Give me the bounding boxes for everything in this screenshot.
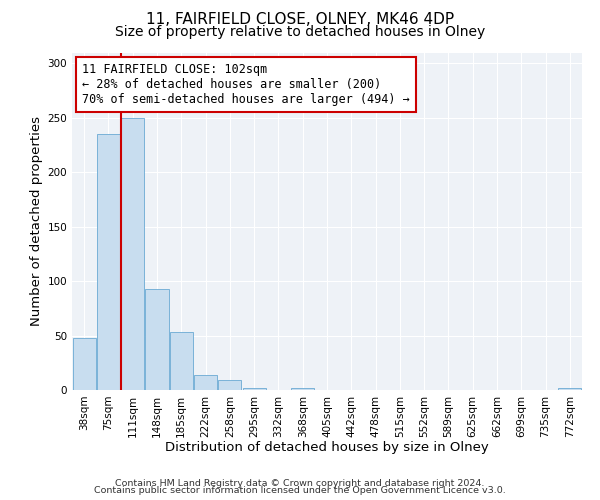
Bar [73, 338, 95, 390]
Bar [170, 332, 193, 390]
Text: 11 FAIRFIELD CLOSE: 102sqm
← 28% of detached houses are smaller (200)
70% of sem: 11 FAIRFIELD CLOSE: 102sqm ← 28% of deta… [82, 62, 410, 106]
Text: Contains HM Land Registry data © Crown copyright and database right 2024.: Contains HM Land Registry data © Crown c… [115, 478, 485, 488]
Y-axis label: Number of detached properties: Number of detached properties [30, 116, 43, 326]
X-axis label: Distribution of detached houses by size in Olney: Distribution of detached houses by size … [165, 441, 489, 454]
Bar [145, 289, 169, 390]
Bar [218, 380, 241, 390]
Text: Size of property relative to detached houses in Olney: Size of property relative to detached ho… [115, 25, 485, 39]
Bar [97, 134, 120, 390]
Bar [559, 388, 581, 390]
Bar [194, 375, 217, 390]
Text: 11, FAIRFIELD CLOSE, OLNEY, MK46 4DP: 11, FAIRFIELD CLOSE, OLNEY, MK46 4DP [146, 12, 454, 28]
Text: Contains public sector information licensed under the Open Government Licence v3: Contains public sector information licen… [94, 486, 506, 495]
Bar [291, 388, 314, 390]
Bar [242, 388, 266, 390]
Bar [121, 118, 144, 390]
